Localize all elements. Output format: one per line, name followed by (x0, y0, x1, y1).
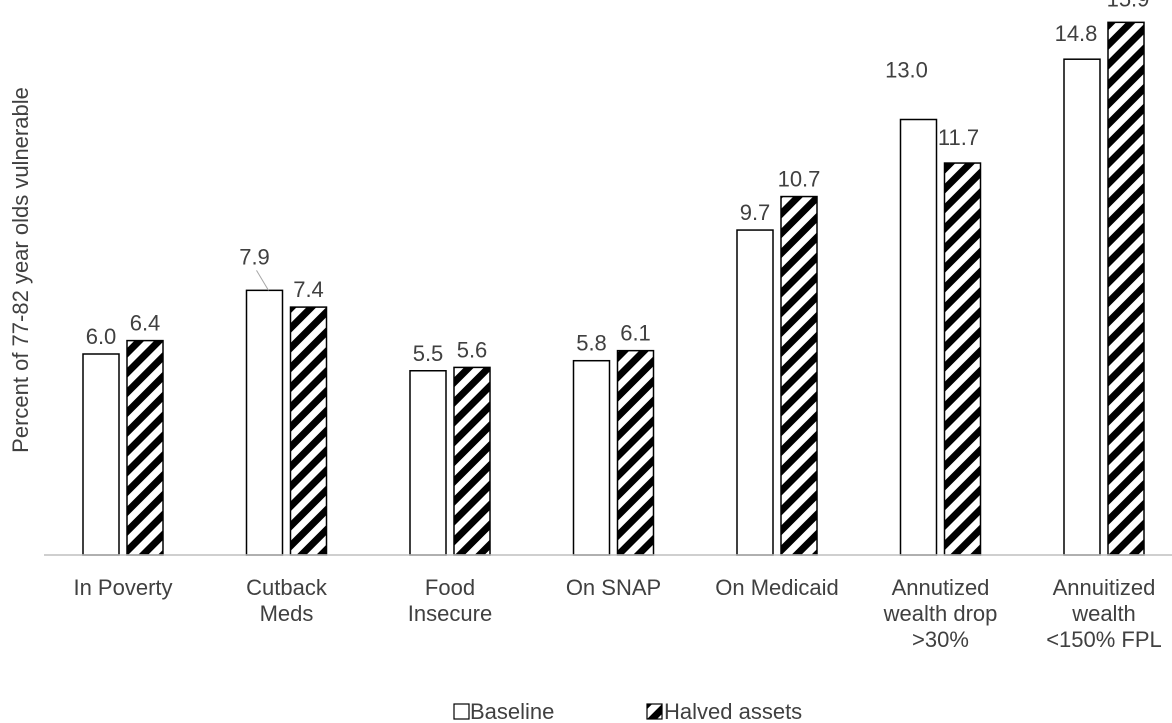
value-label-halved-assets-food-insecure: 5.6 (457, 337, 488, 362)
bar-baseline-cutback-meds (245, 289, 284, 556)
bar-baseline-annuitized-wealth-150-fpl (1063, 58, 1101, 556)
legend-swatch-halved-assets (646, 703, 663, 720)
bar-halved-assets-food-insecure (453, 366, 491, 556)
value-label-baseline-food-insecure: 5.5 (413, 341, 444, 366)
bar-halved-assets-cutback-meds (289, 306, 328, 556)
value-label-halved-assets-cutback-meds: 7.4 (293, 277, 324, 302)
value-label-halved-assets-on-medicaid: 10.7 (778, 167, 821, 192)
legend-label-halved-assets: Halved assets (664, 699, 802, 723)
legend-label-baseline: Baseline (470, 699, 554, 723)
leader-line-baseline-cutback-meds (256, 270, 269, 291)
category-label-cutback-meds-line-1: Cutback (246, 575, 328, 600)
value-label-baseline-annuitized-wealth-150-fpl: 14.8 (1055, 21, 1098, 46)
bar-baseline-annutized-wealth-drop-30 (899, 118, 938, 556)
value-label-baseline-cutback-meds: 7.9 (239, 244, 270, 269)
bar-halved-assets-in-poverty (126, 339, 164, 556)
bar-halved-assets-on-medicaid (780, 195, 818, 556)
value-label-halved-assets-annuitized-wealth-150-fpl: 15.9 (1107, 0, 1150, 11)
category-label-annuitized-wealth-150-fpl-line-3: <150% FPL (1046, 627, 1162, 652)
category-label-on-medicaid-line-1: On Medicaid (715, 575, 839, 600)
bar-baseline-on-snap (572, 359, 611, 556)
bars-layer (82, 21, 1145, 556)
bar-halved-assets-on-snap (616, 349, 655, 556)
category-label-in-poverty-line-1: In Poverty (73, 575, 172, 600)
value-label-baseline-annutized-wealth-drop-30: 13.0 (885, 58, 928, 83)
bar-baseline-in-poverty (82, 353, 120, 556)
category-label-annuitized-wealth-150-fpl-line-2: wealth (1071, 601, 1136, 626)
value-label-halved-assets-in-poverty: 6.4 (130, 311, 161, 336)
value-label-baseline-on-medicaid: 9.7 (740, 200, 771, 225)
y-axis-label: Percent of 77-82 year olds vulnerable (8, 87, 33, 453)
bar-baseline-food-insecure (409, 370, 447, 556)
bar-halved-assets-annuitized-wealth-150-fpl (1107, 21, 1145, 556)
legend: Baseline Halved assets (453, 699, 802, 723)
category-label-food-insecure-line-2: Insecure (408, 601, 492, 626)
value-label-halved-assets-annutized-wealth-drop-30: 11.7 (938, 125, 979, 150)
value-label-halved-assets-on-snap: 6.1 (620, 321, 651, 346)
category-label-food-insecure-line-1: Food (425, 575, 475, 600)
category-label-annutized-wealth-drop-30-line-1: Annutized (892, 575, 990, 600)
bar-baseline-on-medicaid (736, 229, 774, 556)
bar-halved-assets-annutized-wealth-drop-30 (943, 162, 982, 556)
category-label-annutized-wealth-drop-30-line-3: >30% (912, 627, 969, 652)
value-label-baseline-on-snap: 5.8 (576, 331, 607, 356)
legend-swatch-baseline (453, 703, 470, 720)
category-label-annuitized-wealth-150-fpl-line-1: Annuitized (1053, 575, 1156, 600)
value-labels-layer: 6.0 6.4 7.9 7.4 5.5 5.6 5.8 6.1 9.7 10.7 13.0 11.7 1… (86, 0, 1150, 366)
value-label-baseline-in-poverty: 6.0 (86, 324, 117, 349)
category-label-on-snap-line-1: On SNAP (566, 575, 661, 600)
category-label-annutized-wealth-drop-30-line-2: wealth drop (883, 601, 998, 626)
category-label-cutback-meds-line-2: Meds (260, 601, 314, 626)
